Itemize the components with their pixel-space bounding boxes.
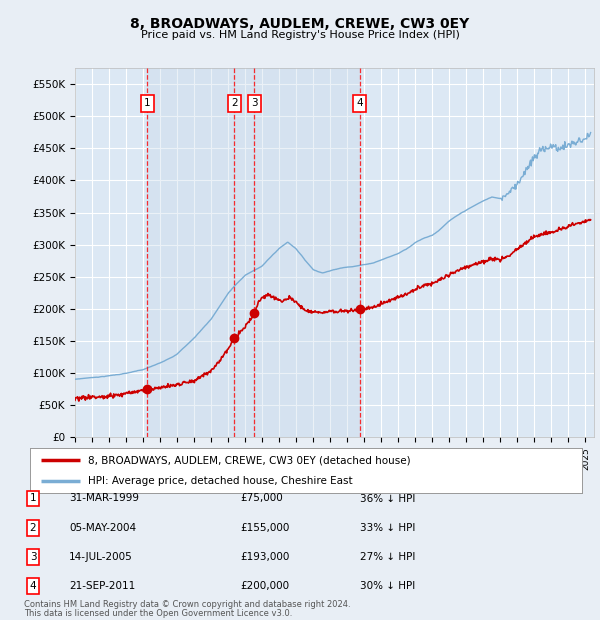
Text: 1: 1 xyxy=(144,99,151,108)
Text: Contains HM Land Registry data © Crown copyright and database right 2024.: Contains HM Land Registry data © Crown c… xyxy=(24,600,350,609)
Text: 2: 2 xyxy=(29,523,37,533)
Text: 21-SEP-2011: 21-SEP-2011 xyxy=(69,581,135,591)
Text: 31-MAR-1999: 31-MAR-1999 xyxy=(69,494,139,503)
Text: 27% ↓ HPI: 27% ↓ HPI xyxy=(360,552,415,562)
Text: 14-JUL-2005: 14-JUL-2005 xyxy=(69,552,133,562)
Text: This data is licensed under the Open Government Licence v3.0.: This data is licensed under the Open Gov… xyxy=(24,608,292,618)
Text: 30% ↓ HPI: 30% ↓ HPI xyxy=(360,581,415,591)
Text: 4: 4 xyxy=(29,581,37,591)
Text: 3: 3 xyxy=(29,552,37,562)
Text: 1: 1 xyxy=(29,494,37,503)
Text: 8, BROADWAYS, AUDLEM, CREWE, CW3 0EY (detached house): 8, BROADWAYS, AUDLEM, CREWE, CW3 0EY (de… xyxy=(88,455,410,466)
Text: 05-MAY-2004: 05-MAY-2004 xyxy=(69,523,136,533)
Text: £75,000: £75,000 xyxy=(240,494,283,503)
Text: £193,000: £193,000 xyxy=(240,552,289,562)
Text: 2: 2 xyxy=(231,99,238,108)
Text: Price paid vs. HM Land Registry's House Price Index (HPI): Price paid vs. HM Land Registry's House … xyxy=(140,30,460,40)
Text: £200,000: £200,000 xyxy=(240,581,289,591)
Text: 8, BROADWAYS, AUDLEM, CREWE, CW3 0EY: 8, BROADWAYS, AUDLEM, CREWE, CW3 0EY xyxy=(130,17,470,32)
Text: 36% ↓ HPI: 36% ↓ HPI xyxy=(360,494,415,503)
Text: 33% ↓ HPI: 33% ↓ HPI xyxy=(360,523,415,533)
Text: 4: 4 xyxy=(356,99,363,108)
Text: £155,000: £155,000 xyxy=(240,523,289,533)
Text: 3: 3 xyxy=(251,99,257,108)
Bar xyxy=(148,68,235,437)
Text: HPI: Average price, detached house, Cheshire East: HPI: Average price, detached house, Ches… xyxy=(88,476,353,486)
Bar xyxy=(254,68,359,437)
Bar xyxy=(235,68,254,437)
